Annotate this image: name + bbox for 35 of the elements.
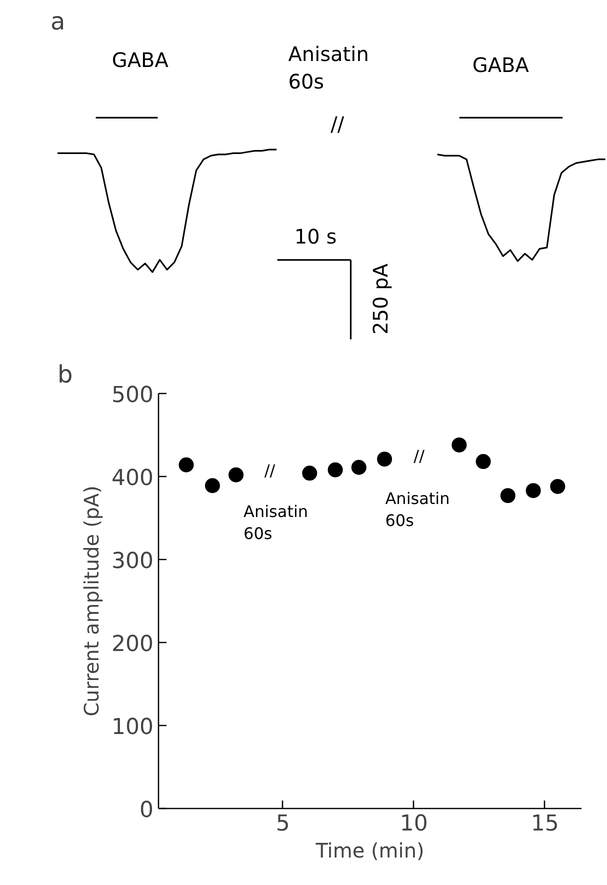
x-axis-title: Time (min) <box>314 838 424 862</box>
text: // <box>330 112 344 136</box>
chart-title: a <box>50 8 66 36</box>
annotation: Anisatin 60s <box>244 502 308 544</box>
y-tick-label: 200 <box>112 632 154 657</box>
point <box>328 462 343 478</box>
point <box>228 467 244 482</box>
annotation: // <box>264 461 276 480</box>
point <box>178 457 194 472</box>
y-tick-label: 300 <box>112 549 154 574</box>
annotation: // <box>414 446 426 466</box>
point <box>452 437 467 452</box>
y-axis-title: Current amplitude (pA) <box>80 486 104 716</box>
chart-title: b <box>58 360 73 388</box>
point <box>550 478 566 494</box>
point <box>302 466 318 481</box>
annotation: Anisatin 60s <box>385 488 450 530</box>
text: Anisatin 60s <box>288 42 369 94</box>
point <box>476 454 491 470</box>
y-tick-label: 500 <box>112 383 154 408</box>
point <box>526 483 541 498</box>
y-tick-label: 400 <box>112 466 154 491</box>
point <box>500 488 516 504</box>
text: GABA <box>112 48 169 72</box>
annotation: 10 s <box>294 224 337 249</box>
annotation: 250 pA <box>368 263 392 334</box>
x-tick-label: 15 <box>530 812 559 836</box>
point <box>377 452 392 467</box>
x-tick-label: 10 <box>400 812 428 836</box>
point <box>351 460 366 475</box>
point <box>204 478 220 494</box>
y-tick-label: 100 <box>112 715 154 740</box>
y-tick-label: 0 <box>140 798 154 823</box>
x-tick-label: 5 <box>276 812 290 836</box>
text: GABA <box>472 52 530 77</box>
